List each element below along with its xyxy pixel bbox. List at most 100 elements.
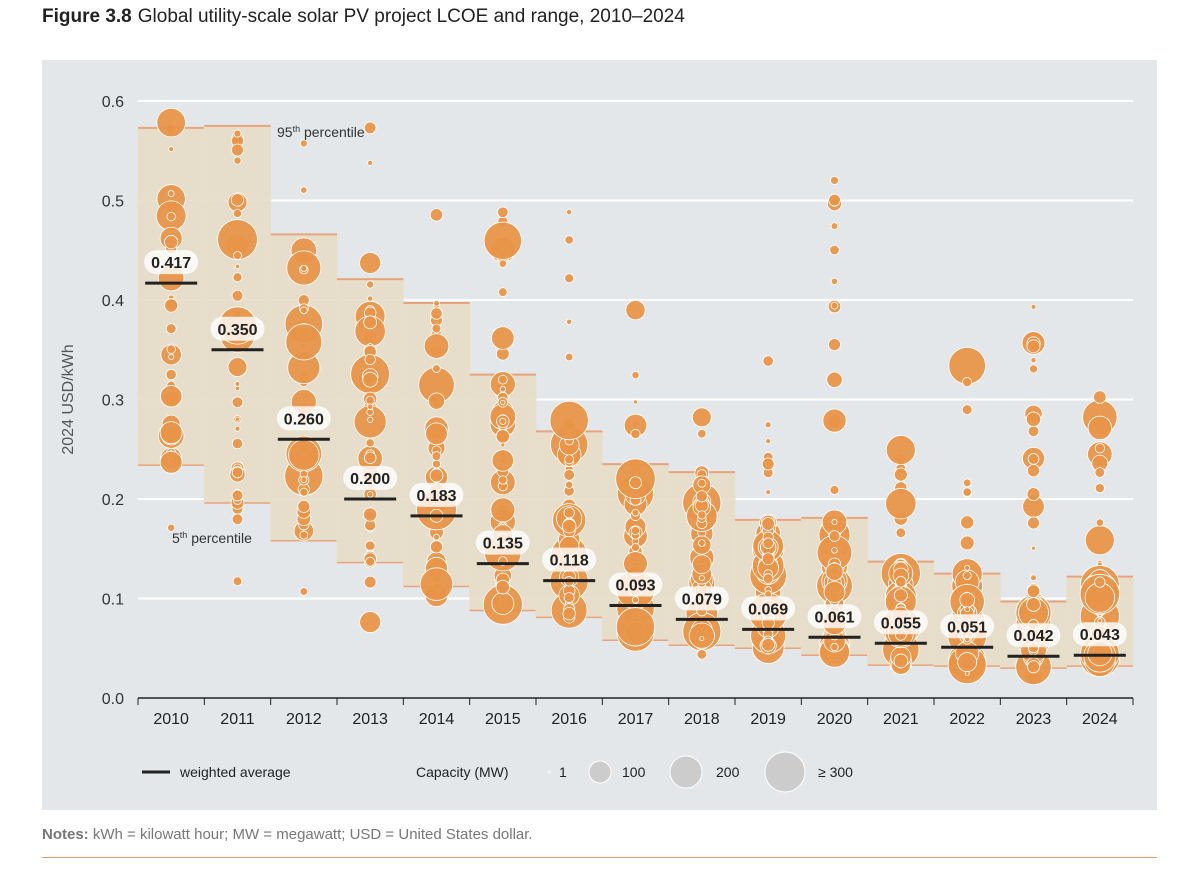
project-bubble (285, 323, 323, 361)
project-bubble (231, 437, 244, 450)
weighted-average-label: 0.079 (682, 591, 722, 608)
project-bubble (366, 403, 374, 410)
project-bubble (1084, 525, 1115, 556)
project-bubble (234, 263, 241, 269)
x-tick-label: 2024 (1082, 711, 1118, 728)
project-bubble (631, 596, 640, 604)
project-bubble (300, 476, 308, 483)
annotation-5th-percentile: 5th percentile (172, 530, 252, 546)
project-bubble (231, 466, 244, 479)
project-bubble (962, 478, 972, 488)
legend-capacity-label: 200 (716, 764, 740, 780)
legend-capacity-bubble (669, 755, 703, 789)
weighted-average-label: 0.350 (217, 322, 257, 339)
project-bubble (1027, 425, 1040, 438)
project-bubble (761, 552, 775, 566)
project-bubble (299, 306, 308, 315)
weighted-average-label-bg (608, 572, 663, 597)
project-bubble (232, 576, 243, 587)
project-bubble (696, 649, 708, 660)
weighted-average-label: 0.183 (416, 488, 456, 505)
project-bubble (1030, 574, 1037, 582)
project-bubble (423, 333, 450, 359)
project-bubble (167, 190, 175, 197)
project-bubble (233, 251, 242, 260)
project-bubble (765, 489, 771, 495)
project-bubble (1029, 364, 1038, 374)
weighted-average-label-bg (873, 610, 928, 635)
project-bubble (431, 451, 442, 461)
project-bubble (1026, 464, 1041, 478)
weighted-average-label: 0.417 (151, 255, 191, 272)
project-bubble (959, 592, 975, 608)
y-tick-label: 0.5 (102, 194, 124, 211)
project-bubble (563, 469, 575, 481)
y-tick-label: 0.6 (102, 94, 124, 111)
weighted-average-label-bg (807, 604, 862, 629)
project-bubble (491, 449, 514, 472)
project-bubble (1094, 467, 1106, 478)
project-bubble (761, 637, 776, 652)
project-bubble (831, 547, 838, 554)
project-bubble (499, 417, 507, 425)
project-bubble (564, 352, 574, 362)
project-bubble (367, 159, 374, 166)
project-bubble (427, 392, 446, 410)
y-tick-label: 0.4 (102, 293, 124, 310)
project-bubble (230, 193, 245, 207)
x-tick-label: 2011 (220, 711, 255, 728)
project-bubble (623, 551, 648, 576)
project-bubble (300, 264, 308, 273)
project-bubble (498, 475, 508, 485)
project-bubble (829, 485, 840, 495)
legend-capacity-label: 1 (559, 764, 567, 780)
project-bubble (1027, 660, 1040, 674)
project-bubble (363, 315, 378, 330)
project-bubble (297, 499, 311, 513)
project-bubble (497, 206, 509, 218)
weighted-average-label: 0.042 (1013, 628, 1053, 645)
project-bubble (830, 642, 839, 652)
weighted-average-label: 0.055 (881, 615, 921, 632)
figure-number: Figure 3.8 (42, 6, 132, 27)
legend-capacity-bubble (764, 751, 806, 793)
project-bubble (1087, 415, 1112, 441)
weighted-average-label: 0.135 (483, 536, 523, 553)
weighted-average-label-bg (144, 250, 199, 275)
project-bubble (828, 338, 841, 352)
project-bubble (828, 530, 841, 542)
project-bubble (366, 280, 375, 289)
project-bubble (234, 425, 241, 432)
project-bubble (362, 371, 379, 388)
project-bubble (698, 575, 705, 582)
project-bubble (893, 653, 909, 669)
project-bubble (366, 491, 374, 498)
project-bubble (367, 416, 374, 423)
project-bubble (632, 399, 639, 405)
weighted-average-label: 0.069 (748, 601, 788, 618)
weighted-average-label: 0.051 (947, 619, 987, 636)
project-bubble (563, 592, 575, 604)
project-bubble (831, 519, 838, 525)
project-bubble (364, 540, 376, 552)
project-bubble (830, 301, 839, 310)
project-bubble (491, 592, 515, 615)
project-bubble (299, 587, 309, 596)
x-tick-label: 2012 (286, 711, 322, 728)
project-bubble (1025, 411, 1042, 427)
project-bubble (168, 146, 175, 153)
project-bubble (630, 525, 641, 536)
project-bubble (564, 273, 575, 284)
legend-weighted-average-label: weighted average (179, 764, 291, 780)
project-bubble (498, 287, 508, 297)
x-tick-label: 2016 (551, 711, 587, 728)
project-bubble (761, 517, 775, 531)
project-bubble (962, 571, 972, 581)
project-bubble (630, 428, 641, 440)
project-bubble (159, 385, 183, 408)
project-bubble (425, 422, 448, 446)
project-bubble (231, 513, 244, 525)
project-bubble (625, 300, 646, 321)
project-bubble (1026, 584, 1041, 599)
